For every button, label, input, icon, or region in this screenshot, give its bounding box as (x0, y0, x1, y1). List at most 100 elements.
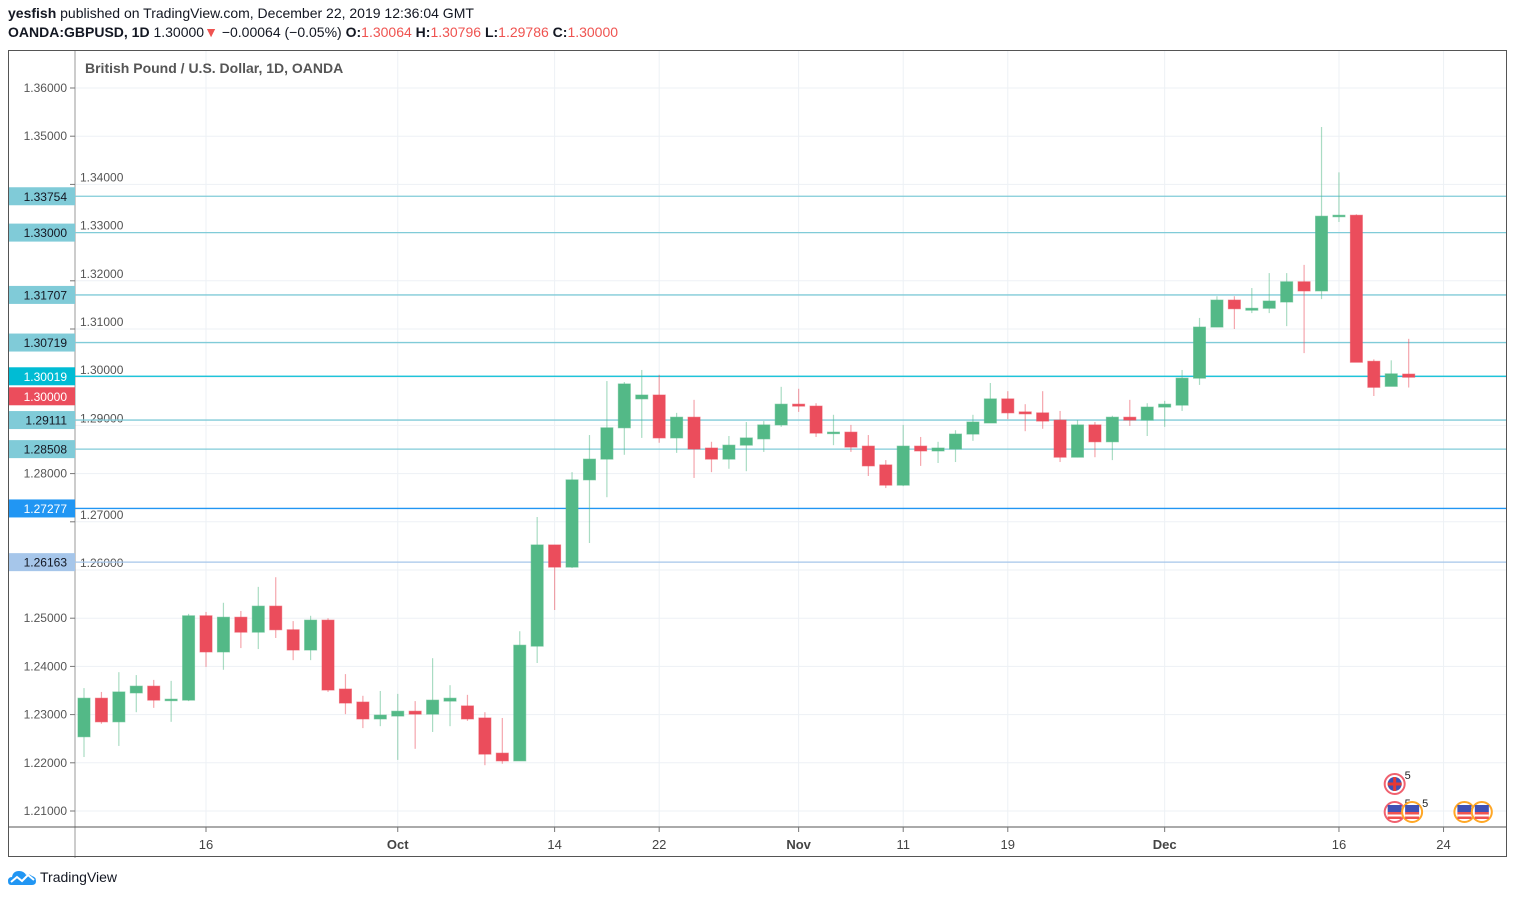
candle-up (1193, 317, 1207, 385)
price-level-label: 1.30000 (24, 390, 68, 404)
candle-body (269, 605, 283, 631)
us-flag-event-icon[interactable]: 5 (1401, 798, 1428, 823)
candle-down (147, 679, 161, 708)
candle-body (478, 717, 492, 755)
candle-up (426, 658, 440, 732)
price-change: −0.00064 (−0.05%) (221, 24, 342, 40)
tradingview-logo[interactable]: TradingView (8, 868, 117, 886)
candle-body (1036, 412, 1050, 422)
candle-body (147, 685, 161, 701)
price-level-label-bg (8, 223, 75, 242)
candle-body (914, 445, 928, 452)
price-level-label: 1.26163 (24, 556, 68, 570)
y-tick-label: 1.36000 (24, 81, 68, 95)
candle-down (1123, 399, 1137, 426)
flag-canton (1387, 805, 1402, 812)
candle-body (426, 699, 440, 715)
uk-flag-event-icon[interactable]: 5 (1383, 770, 1411, 795)
candle-body (234, 616, 248, 633)
candle-up (373, 690, 387, 727)
candle-body (77, 697, 91, 738)
candle-down (234, 610, 248, 649)
candle-up (670, 412, 684, 453)
x-tick-label: 22 (652, 837, 666, 852)
candle-down (199, 611, 213, 667)
price-level-label-bg (8, 411, 75, 430)
y-tick-label: 1.32000 (80, 267, 124, 281)
candle-down (1036, 391, 1050, 429)
candle-down (94, 691, 108, 724)
candle-down (338, 674, 352, 715)
candle-body (1315, 215, 1329, 292)
flag-cross (1393, 777, 1397, 791)
candle-up (1315, 127, 1329, 300)
event-count: 5 (1405, 770, 1411, 782)
candle-down (1349, 214, 1363, 363)
candle-body (861, 445, 875, 467)
symbol: OANDA:GBPUSD, 1D (8, 24, 150, 40)
price-level-label-bg (8, 499, 75, 518)
candle-body (216, 616, 230, 653)
candle-down (478, 712, 492, 766)
candle-body (966, 421, 980, 435)
candle-body (1332, 214, 1346, 218)
price-level-label-bg (8, 387, 75, 406)
candle-body (408, 710, 422, 715)
candle-up (931, 441, 945, 463)
candle-body (826, 431, 840, 435)
candlestick-chart[interactable]: 1.36000 1.35000 1.34000 1.33000 1.32000 1.310… (8, 50, 1507, 858)
candle-up (966, 414, 980, 441)
candle-body (757, 424, 771, 440)
candle-body (687, 416, 701, 450)
candle-body (896, 445, 910, 486)
y-tick-label: 1.33000 (80, 219, 124, 233)
candle-up (983, 382, 997, 424)
candle-up (513, 631, 527, 762)
us-flag-event-icon[interactable] (1470, 801, 1493, 823)
x-tick-label: 14 (547, 837, 561, 852)
price-level-label-bg (8, 333, 75, 352)
candle-up (1210, 296, 1224, 328)
candle-down (460, 694, 474, 721)
candle-up (1332, 172, 1346, 222)
candle-body (1001, 398, 1015, 414)
candle-body (495, 752, 509, 762)
candle-down (914, 436, 928, 466)
y-tick-label: 1.29000 (80, 411, 124, 425)
candle-up (112, 672, 126, 746)
flag-stripe (1474, 814, 1489, 817)
price-level-label: 1.30019 (24, 370, 68, 384)
candle-up (1280, 273, 1294, 327)
candle-up (635, 369, 649, 438)
candle-body (1018, 411, 1032, 415)
candle-body (722, 444, 736, 460)
y-tick-label: 1.34000 (80, 170, 124, 184)
low-label: L: (484, 24, 499, 40)
candle-up (304, 615, 318, 661)
candle-down (687, 399, 701, 478)
candle-up (391, 693, 405, 760)
candle-up (1384, 360, 1398, 387)
candle-up (896, 424, 910, 487)
symbol-info: OANDA:GBPUSD, 1D 1.30000▼ −0.00064 (−0.0… (8, 24, 618, 40)
y-tick-label: 1.30000 (80, 363, 124, 377)
x-tick-label: 24 (1436, 837, 1450, 852)
candle-body (391, 710, 405, 717)
candle-down (861, 435, 875, 477)
price-level-label-bg (8, 285, 75, 304)
candle-down (1297, 264, 1311, 354)
candle-body (1105, 416, 1119, 443)
high-label: H: (415, 24, 431, 40)
close-label: C: (552, 24, 568, 40)
candle-body (1088, 424, 1102, 443)
candle-body (582, 458, 596, 481)
candle-body (304, 619, 318, 651)
candle-up (757, 421, 771, 452)
publish-info: yesfish published on TradingView.com, De… (8, 5, 474, 21)
x-tick-label: Dec (1153, 837, 1177, 852)
open-label: O: (345, 24, 362, 40)
price-level-label: 1.29111 (25, 414, 67, 428)
author-name[interactable]: yesfish (8, 5, 57, 21)
candle-down (844, 424, 858, 452)
candle-body (617, 383, 631, 429)
